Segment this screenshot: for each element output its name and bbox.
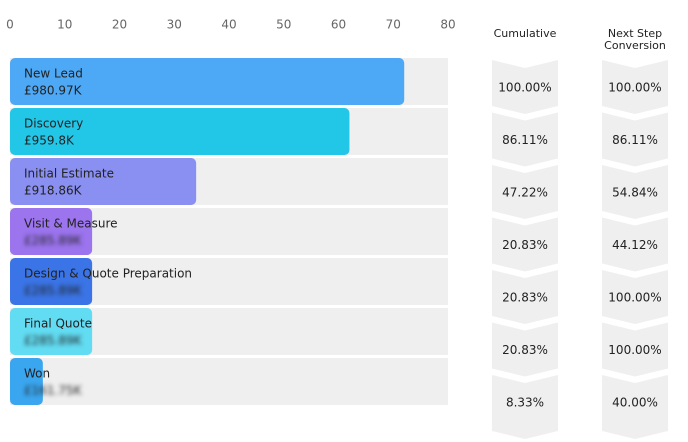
stage-name: Won [24, 367, 50, 381]
next-step-label: 100.00% [608, 343, 661, 357]
stage-amount: £285.89K [24, 284, 83, 298]
next-step-chevron [602, 322, 668, 377]
next-step-chevron [602, 165, 668, 219]
bar [10, 208, 93, 255]
cumulative-label: 20.83% [502, 343, 548, 357]
next-step-label: 100.00% [608, 291, 661, 305]
x-tick-label: 70 [386, 18, 401, 32]
stage-name: Final Quote [24, 317, 92, 331]
cumulative-label: 20.83% [502, 291, 548, 305]
stage-name: New Lead [24, 67, 83, 81]
cumulative-chevron [492, 375, 558, 439]
stage-name: Design & Quote Preparation [24, 267, 192, 281]
next-step-chevron [602, 217, 668, 272]
bar [10, 158, 197, 205]
next-step-chevron [602, 60, 668, 114]
cumulative-chevron [492, 112, 558, 167]
x-tick-label: 80 [440, 18, 455, 32]
bar [10, 108, 350, 155]
cumulative-label: 100.00% [498, 81, 551, 95]
bar [10, 308, 93, 355]
stage-name: Visit & Measure [24, 217, 118, 231]
stage-amount: £285.89K [24, 334, 83, 348]
stage-amount: £959.8K [24, 134, 75, 148]
cumulative-label: 47.22% [502, 186, 548, 200]
cumulative-header: Cumulative [493, 27, 557, 40]
next-step-chevron [602, 270, 668, 324]
next-step-chevron [602, 375, 668, 439]
stage-amount: £918.86K [24, 184, 83, 198]
stage-amount: £161.75K [24, 384, 83, 398]
bar [10, 358, 43, 405]
next-step-chevron [602, 112, 668, 167]
x-tick-label: 50 [276, 18, 291, 32]
cumulative-label: 86.11% [502, 133, 548, 147]
cumulative-chevron [492, 60, 558, 114]
next-step-label: 100.00% [608, 81, 661, 95]
x-tick-label: 20 [112, 18, 127, 32]
stage-name: Initial Estimate [24, 167, 114, 181]
next-step-label: 44.12% [612, 238, 658, 252]
stage-name: Discovery [24, 117, 83, 131]
bar [10, 258, 93, 305]
cumulative-chevron [492, 165, 558, 219]
x-tick-label: 0 [6, 18, 14, 32]
x-tick-label: 40 [221, 18, 236, 32]
next-step-header: Next Step Conversion [604, 27, 666, 52]
cumulative-chevron [492, 217, 558, 272]
cumulative-chevron [492, 270, 558, 324]
stage-amount: £285.89K [24, 234, 83, 248]
next-step-label: 54.84% [612, 186, 658, 200]
next-step-label: 86.11% [612, 133, 658, 147]
cumulative-label: 8.33% [506, 396, 544, 410]
x-tick-label: 30 [167, 18, 182, 32]
x-tick-label: 60 [331, 18, 346, 32]
bar [10, 58, 405, 105]
stage-amount: £980.97K [24, 84, 83, 98]
next-step-label: 40.00% [612, 396, 658, 410]
x-tick-label: 10 [57, 18, 72, 32]
cumulative-label: 20.83% [502, 238, 548, 252]
bar-track [10, 358, 448, 405]
cumulative-chevron [492, 322, 558, 377]
